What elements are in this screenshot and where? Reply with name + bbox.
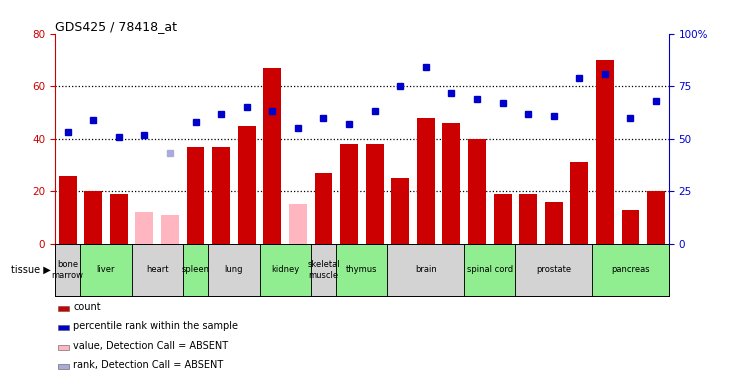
Bar — [58, 364, 69, 369]
Text: prostate: prostate — [536, 266, 572, 274]
Bar — [135, 212, 154, 244]
Bar — [183, 244, 208, 296]
Text: value, Detection Call = ABSENT: value, Detection Call = ABSENT — [73, 342, 228, 351]
Bar — [340, 144, 358, 244]
Bar — [260, 244, 311, 296]
Bar — [161, 215, 179, 244]
Bar — [519, 194, 537, 244]
Bar — [132, 244, 183, 296]
Text: heart: heart — [146, 266, 168, 274]
Text: brain: brain — [415, 266, 436, 274]
Text: count: count — [73, 303, 101, 312]
Bar — [647, 191, 665, 244]
Bar — [596, 60, 614, 244]
Bar — [515, 244, 592, 296]
Bar — [80, 244, 132, 296]
Bar — [464, 244, 515, 296]
Bar — [391, 178, 409, 244]
Bar — [621, 210, 640, 244]
Text: percentile rank within the sample: percentile rank within the sample — [73, 321, 238, 331]
Bar — [186, 147, 205, 244]
Bar — [545, 202, 563, 244]
Bar — [212, 147, 230, 244]
Bar — [110, 194, 128, 244]
Text: tissue ▶: tissue ▶ — [12, 265, 51, 275]
Text: GDS425 / 78418_at: GDS425 / 78418_at — [55, 20, 177, 33]
Bar — [58, 325, 69, 330]
Text: lung: lung — [224, 266, 243, 274]
Bar — [263, 68, 281, 244]
Bar — [417, 118, 435, 244]
Bar — [238, 126, 256, 244]
Text: spleen: spleen — [181, 266, 210, 274]
Text: pancreas: pancreas — [611, 266, 650, 274]
Bar — [289, 204, 307, 244]
Text: liver: liver — [96, 266, 115, 274]
Bar — [442, 123, 461, 244]
Text: spinal cord: spinal cord — [466, 266, 513, 274]
Bar — [314, 173, 333, 244]
Bar — [336, 244, 387, 296]
Bar — [468, 139, 486, 244]
Bar — [208, 244, 260, 296]
Bar — [84, 191, 102, 244]
Bar — [366, 144, 384, 244]
Bar — [592, 244, 669, 296]
Bar — [493, 194, 512, 244]
Text: bone
marrow: bone marrow — [52, 260, 83, 280]
Text: thymus: thymus — [346, 266, 378, 274]
Bar — [570, 162, 588, 244]
Bar — [58, 345, 69, 350]
Text: rank, Detection Call = ABSENT: rank, Detection Call = ABSENT — [73, 360, 224, 370]
Bar — [58, 306, 69, 311]
Bar — [311, 244, 336, 296]
Bar — [58, 176, 77, 244]
Text: skeletal
muscle: skeletal muscle — [307, 260, 340, 280]
Bar — [55, 244, 80, 296]
Bar — [387, 244, 464, 296]
Text: kidney: kidney — [271, 266, 299, 274]
